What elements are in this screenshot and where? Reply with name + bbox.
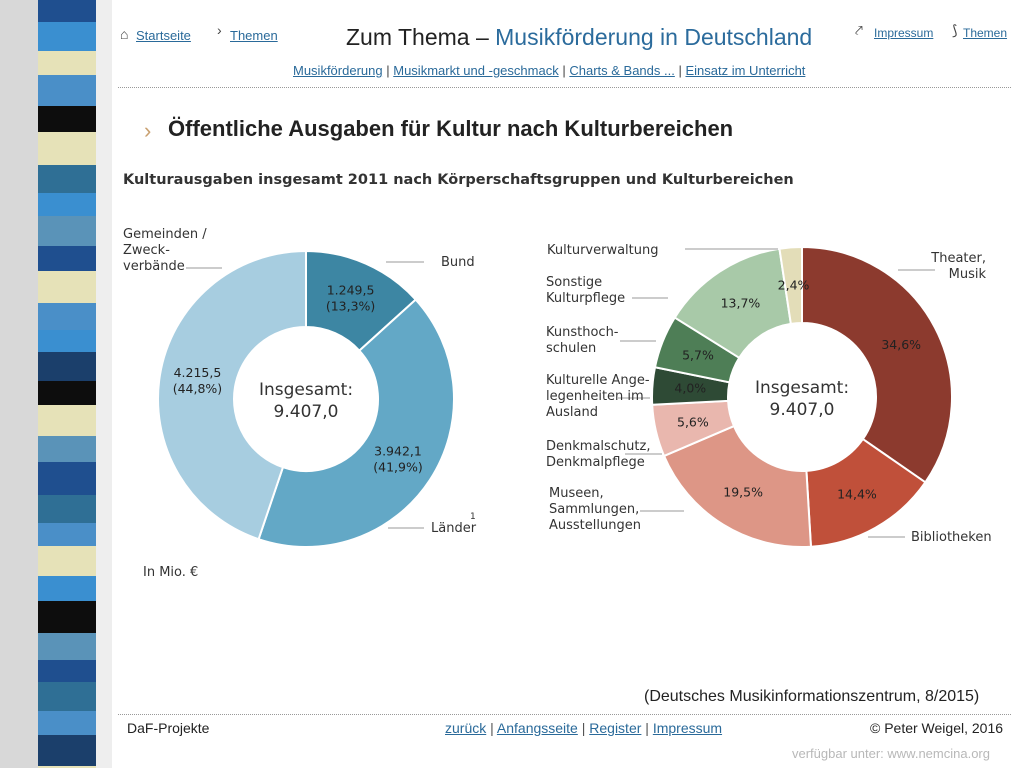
strip-block: [38, 576, 96, 601]
slice-value-label: 4.215,5 (44,8%): [173, 365, 222, 396]
strip-block: [38, 132, 96, 165]
subnav-musikmarkt[interactable]: Musikmarkt und -geschmack: [393, 63, 559, 78]
footnote-marker: 1: [470, 512, 476, 522]
strip-block: [38, 495, 96, 523]
footer-navigation: zurück | Anfangsseite | Register | Impre…: [445, 720, 723, 736]
availability-note: verfügbar unter: www.nemcina.org: [792, 746, 990, 761]
strip-block: [38, 271, 96, 303]
strip-block: [38, 523, 96, 546]
subnav-separator: |: [386, 63, 390, 78]
slice-category-label: Museen, Sammlungen, Ausstellungen: [549, 486, 641, 533]
strip-block: [38, 381, 96, 405]
sub-navigation: Musikförderung | Musikmarkt und -geschma…: [293, 63, 805, 78]
chevron-right-icon: ›: [217, 22, 222, 38]
decorative-side-strip: [0, 0, 112, 768]
slice-category-label: Kulturelle Ange-legenheiten im Ausland: [546, 373, 650, 420]
divider-bottom: [118, 714, 1011, 715]
strip-block: [38, 633, 96, 660]
divider-top: [118, 87, 1011, 88]
donut-slice: [801, 245, 953, 484]
strip-block: [38, 546, 96, 576]
slice-category-label: Gemeinden / Zweck-verbände: [123, 227, 207, 274]
slice-value-label: 19,5%: [723, 484, 763, 499]
slice-category-label: Sonstige Kulturpflege: [546, 275, 625, 306]
strip-block: [38, 106, 96, 132]
slice-category-label: Kunsthoch-schulen: [546, 325, 619, 356]
strip-shadow: [96, 0, 112, 768]
subnav-separator: |: [562, 63, 566, 78]
impressum-link-top[interactable]: Impressum: [874, 26, 934, 40]
donut-center-label: Insgesamt:: [755, 378, 849, 398]
subnav-einsatz-unterricht[interactable]: Einsatz im Unterricht: [685, 63, 806, 78]
slice-value-label: 14,4%: [837, 487, 877, 502]
slice-category-label: Bund: [441, 255, 475, 270]
strip-block: [38, 193, 96, 216]
footer-impressum-link[interactable]: Impressum: [652, 720, 723, 736]
strip-block: [38, 682, 96, 711]
strip-block: [38, 462, 96, 495]
strip-block: [38, 711, 96, 735]
subnav-musikfoerderung[interactable]: Musikförderung: [293, 63, 383, 78]
strip-block: [38, 75, 96, 106]
bookmark-icon: ⟆: [952, 22, 958, 38]
chart-title: Kulturausgaben insgesamt 2011 nach Körpe…: [123, 172, 794, 188]
copyright: © Peter Weigel, 2016: [870, 720, 1004, 736]
footer-project-label: DaF-Projekte: [127, 720, 210, 736]
section-title: Öffentliche Ausgaben für Kultur nach Kul…: [168, 116, 734, 141]
page-title-accent: Musikförderung in Deutschland: [495, 24, 813, 50]
strip-block: [38, 0, 96, 22]
donut-slice: [257, 298, 455, 548]
page-title: Zum Thema – Musikförderung in Deutschlan…: [346, 24, 812, 51]
unit-note: In Mio. €: [143, 565, 198, 580]
slice-value-label: 4,0%: [674, 381, 706, 396]
slice-value-label: 13,7%: [721, 295, 761, 310]
donut-center-label: Insgesamt:: [259, 380, 353, 400]
home-icon: ⌂: [120, 26, 129, 42]
strip-block: [38, 330, 96, 352]
strip-block: [38, 216, 96, 246]
slice-category-label: Denkmalschutz, Denkmalpflege: [546, 439, 650, 470]
strip-block: [38, 601, 96, 633]
strip-block: [38, 735, 96, 766]
donut-slice: [157, 249, 307, 541]
page-title-prefix: Zum Thema –: [346, 24, 496, 50]
source-note: (Deutsches Musikinformationszentrum, 8/2…: [644, 688, 980, 705]
footer-home-link[interactable]: Anfangsseite: [496, 720, 578, 736]
subnav-charts-bands[interactable]: Charts & Bands ...: [569, 63, 675, 78]
donut-slice: [662, 424, 813, 548]
strip-block: [38, 660, 96, 682]
chart-area: Kulturausgaben insgesamt 2011 nach Körpe…: [123, 172, 992, 580]
strip-block: [38, 436, 96, 462]
strip-block: [38, 51, 96, 75]
slice-value-label: 5,6%: [677, 414, 709, 429]
slice-value-label: 2,4%: [778, 277, 810, 292]
themes-link-left[interactable]: Themen: [230, 28, 278, 43]
chevron-right-icon: ›: [144, 118, 152, 143]
slice-category-label: Kulturverwaltung: [547, 243, 658, 258]
slice-value-label: 34,6%: [881, 337, 921, 352]
strip-block: [38, 22, 96, 51]
donut-center-value: 9.407,0: [770, 400, 835, 420]
link-icon: ⤤: [855, 22, 863, 38]
slice-value-label: 5,7%: [682, 348, 714, 363]
strip-block: [38, 246, 96, 271]
strip-block: [38, 766, 96, 768]
slice-value-label: 1.249,5 (13,3%): [326, 282, 375, 313]
slice-category-label: Bibliotheken: [911, 530, 992, 545]
donut-slice: [778, 245, 803, 325]
slice-category-label: Länder: [431, 521, 477, 536]
slice-value-label: 3.942,1 (41,9%): [373, 443, 422, 474]
strip-block: [38, 165, 96, 193]
subnav-separator: |: [678, 63, 682, 78]
footer-back-link[interactable]: zurück: [445, 720, 487, 736]
footer-register-link[interactable]: Register: [589, 720, 642, 736]
strip-block: [38, 405, 96, 436]
donut-center-value: 9.407,0: [274, 402, 339, 422]
strip-block: [38, 303, 96, 330]
slice-category-label: Theater, Musik: [930, 251, 986, 282]
themes-link-right[interactable]: Themen: [963, 26, 1008, 40]
strip-block: [38, 352, 96, 381]
home-link[interactable]: Startseite: [136, 28, 191, 43]
